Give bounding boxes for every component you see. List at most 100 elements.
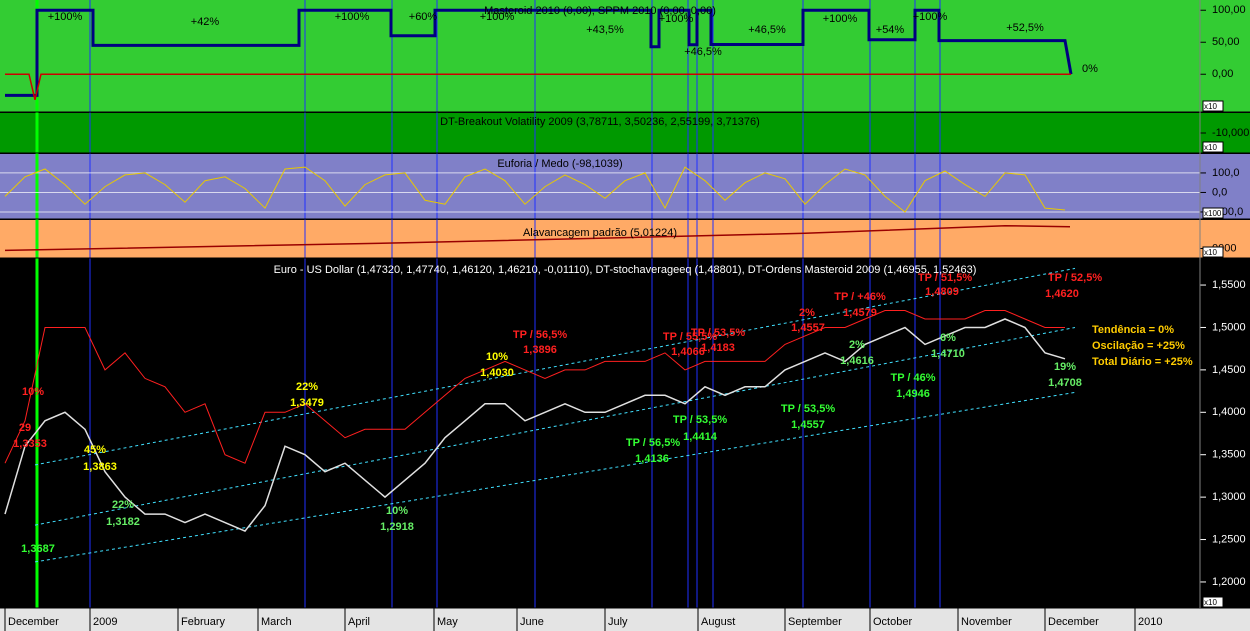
- annotation: +46,5%: [684, 46, 722, 58]
- series-line: [4, 310, 1065, 464]
- annotation: 1,3353: [13, 438, 47, 450]
- annotation: TP / 56,5%: [513, 329, 567, 341]
- panel-background: [0, 113, 1250, 153]
- annotation: 22%: [112, 499, 134, 511]
- series-line: [34, 391, 1076, 563]
- x-tick-label: March: [261, 616, 292, 628]
- annotation: 1,4066: [671, 346, 705, 358]
- annotation: Oscilação = +25%: [1092, 340, 1185, 352]
- annotation: 1,3479: [290, 397, 324, 409]
- annotation: 1,4708: [1048, 377, 1082, 389]
- scale-label: x10: [1204, 598, 1217, 607]
- annotation: TP / 51,5%: [918, 272, 972, 284]
- annotation: 1,3687: [21, 543, 55, 555]
- annotation: +60%: [409, 11, 438, 23]
- annotation: 45%: [84, 444, 106, 456]
- annotation: 10%: [486, 351, 508, 363]
- x-tick-label: August: [701, 616, 735, 628]
- annotation: 1,4557: [791, 322, 825, 334]
- annotation: +42%: [191, 16, 220, 28]
- panel-background: [0, 154, 1250, 219]
- y-tick-label: 100,0: [1212, 167, 1240, 179]
- y-tick-label: 0,0: [1212, 186, 1227, 198]
- annotation: 1,3896: [523, 344, 557, 356]
- annotation: 10%: [22, 386, 44, 398]
- x-tick-label: February: [181, 616, 226, 628]
- annotation: TP / 52,5%: [1048, 272, 1102, 284]
- x-tick-label: 2009: [93, 616, 117, 628]
- annotation: 1,3863: [83, 461, 117, 473]
- scale-label: x10: [1204, 102, 1217, 111]
- x-tick-label: June: [520, 616, 544, 628]
- annotation: 2%: [799, 307, 815, 319]
- x-tick-label: October: [873, 616, 912, 628]
- annotation: +100%: [659, 13, 694, 25]
- panel-title: DT-Breakout Volatility 2009 (3,78711, 3,…: [440, 116, 760, 128]
- y-tick-label: 50,00: [1212, 36, 1240, 48]
- panel-title: Masteroid 2010 (0,00), SPPM 2010 (0,00, …: [484, 5, 716, 17]
- annotation: 22%: [296, 381, 318, 393]
- annotation: 29: [19, 422, 31, 434]
- annotation: TP / 46%: [890, 372, 935, 384]
- y-tick-label: 1,2500: [1212, 533, 1246, 545]
- annotation: +52,5%: [1006, 22, 1044, 34]
- x-tick-label: 2010: [1138, 616, 1162, 628]
- annotation: +43,5%: [586, 24, 624, 36]
- annotation: TP / 56,5%: [626, 437, 680, 449]
- annotation: 1,4620: [1045, 288, 1079, 300]
- y-tick-label: 1,5500: [1212, 279, 1246, 291]
- y-tick-label: 100,00: [1212, 4, 1246, 16]
- panel-background: [0, 0, 1250, 112]
- scale-label: x10: [1204, 248, 1217, 257]
- y-tick-label: 1,5000: [1212, 321, 1246, 333]
- y-tick-label: 0,00: [1212, 68, 1233, 80]
- annotation: TP / +46%: [834, 291, 886, 303]
- annotation: 1,2918: [380, 521, 414, 533]
- x-tick-label: May: [437, 616, 458, 628]
- annotation: TP / 53,5%: [691, 327, 745, 339]
- series-line: [5, 8, 1073, 97]
- annotation: +100%: [823, 13, 858, 25]
- panel-title: Euforia / Medo (-98,1039): [497, 158, 622, 170]
- x-tick-label: July: [608, 616, 628, 628]
- y-tick-label: 1,4500: [1212, 364, 1246, 376]
- annotation: 1,4809: [925, 286, 959, 298]
- x-tick-label: December: [1048, 616, 1099, 628]
- annotation: 1,4030: [480, 367, 514, 379]
- annotation: 2%: [849, 339, 865, 351]
- annotation: +100%: [480, 11, 515, 23]
- annotation: 1,4946: [896, 388, 930, 400]
- annotation: TP / 53,5%: [673, 414, 727, 426]
- annotation: 0%: [1082, 63, 1098, 75]
- annotation: +100%: [335, 11, 370, 23]
- annotation: 1,4136: [635, 453, 669, 465]
- scale-label: x100: [1204, 209, 1222, 218]
- panel-title: Alavancagem padrão (5,01224): [523, 227, 677, 239]
- annotation: 1,4616: [840, 355, 874, 367]
- y-tick-label: 1,4000: [1212, 406, 1246, 418]
- x-tick-label: September: [788, 616, 842, 628]
- annotation: TP / 55,5%: [663, 331, 717, 343]
- annotation: 1,3182: [106, 516, 140, 528]
- series-line: [4, 318, 1066, 533]
- annotation: +100%: [48, 11, 83, 23]
- annotation: 1,4414: [683, 431, 718, 443]
- scale-box: [1202, 596, 1224, 608]
- panel-title: Euro - US Dollar (1,47320, 1,47740, 1,46…: [274, 264, 977, 276]
- x-tick-label: November: [961, 616, 1012, 628]
- annotation: +100%: [913, 11, 948, 23]
- annotation: 1,4557: [791, 419, 825, 431]
- series-line: [34, 327, 1076, 526]
- y-tick-label: 1,2000: [1212, 576, 1246, 588]
- annotation: +46,5%: [748, 24, 786, 36]
- y-tick-label: 1,3000: [1212, 491, 1246, 503]
- annotation: 1,4579: [843, 307, 877, 319]
- series-line: [4, 166, 1066, 213]
- scale-label: x10: [1204, 143, 1217, 152]
- scale-box: [1202, 207, 1224, 219]
- series-line: [34, 267, 1076, 466]
- annotation: TP / 53,5%: [781, 403, 835, 415]
- scale-box: [1202, 141, 1224, 153]
